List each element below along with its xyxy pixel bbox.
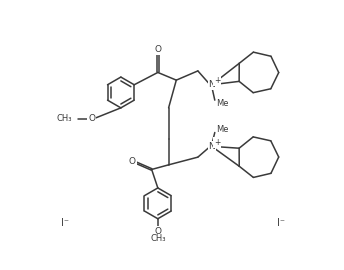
Text: Me: Me <box>216 125 229 134</box>
Text: I⁻: I⁻ <box>277 218 285 228</box>
Text: O: O <box>88 114 95 123</box>
Text: N: N <box>208 142 215 151</box>
Text: O: O <box>129 157 136 166</box>
Text: CH₃: CH₃ <box>57 114 72 123</box>
Text: O: O <box>154 227 161 235</box>
Text: +: + <box>214 76 220 85</box>
Text: CH₃: CH₃ <box>150 234 165 243</box>
Text: +: + <box>214 138 220 147</box>
Text: O: O <box>154 45 161 54</box>
Text: Me: Me <box>216 99 229 108</box>
Text: N: N <box>208 80 215 89</box>
Text: I⁻: I⁻ <box>62 218 69 228</box>
